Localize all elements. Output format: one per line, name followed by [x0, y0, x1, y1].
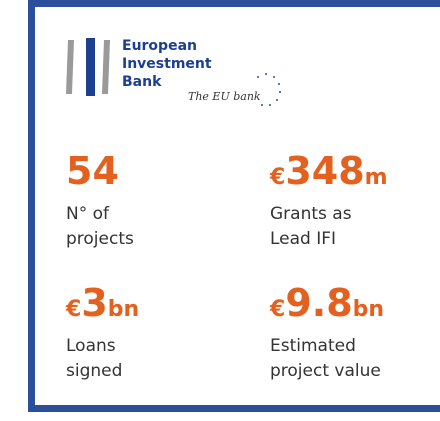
stat-prefix: € [270, 165, 286, 190]
stat-value: €9.8bn [270, 284, 384, 322]
stat-label-line: Loans [66, 336, 116, 356]
stat-prefix: € [270, 297, 286, 322]
stat-value: 54 [66, 152, 134, 190]
logo-text: Bank [122, 74, 162, 90]
card-frame [28, 0, 440, 412]
stars [257, 73, 281, 106]
stat-label-line: projects [66, 229, 134, 249]
stat-label-line: Lead IFI [270, 229, 337, 249]
stat-label: Estimated project value [270, 334, 384, 384]
logo-bar [86, 38, 95, 96]
stat-label-line: N° of [66, 204, 110, 224]
stat: €3bn Loans signed [66, 284, 139, 384]
stat-suffix: bn [352, 297, 385, 322]
stat-number: 9.8 [285, 281, 353, 325]
logo-text: European [122, 38, 197, 54]
logo-bar [66, 40, 74, 94]
stat-value: €348m [270, 152, 388, 190]
stat-label-line: Estimated [270, 336, 356, 356]
tagline: The EU bank [188, 90, 261, 103]
logo-mark [66, 38, 110, 96]
stat-prefix: € [66, 297, 82, 322]
logo-text: Investment [122, 56, 212, 72]
stat-suffix: m [364, 165, 388, 190]
stat-number: 3 [81, 281, 108, 325]
stat-number: 54 [66, 149, 119, 193]
stat-label-line: signed [66, 361, 123, 381]
stat-label-line: Grants as [270, 204, 352, 224]
stat: €348m Grants as Lead IFI [270, 152, 388, 252]
stat-label: Grants as Lead IFI [270, 202, 388, 252]
stat-suffix: bn [107, 297, 140, 322]
stat: 54 N° of projects [66, 152, 134, 252]
stat-label-line: project value [270, 361, 381, 381]
logo-bar [102, 40, 110, 94]
stat-label: N° of projects [66, 202, 134, 252]
stat: €9.8bn Estimated project value [270, 284, 384, 384]
stat-value: €3bn [66, 284, 139, 322]
stat-label: Loans signed [66, 334, 139, 384]
stat-number: 348 [285, 149, 365, 193]
